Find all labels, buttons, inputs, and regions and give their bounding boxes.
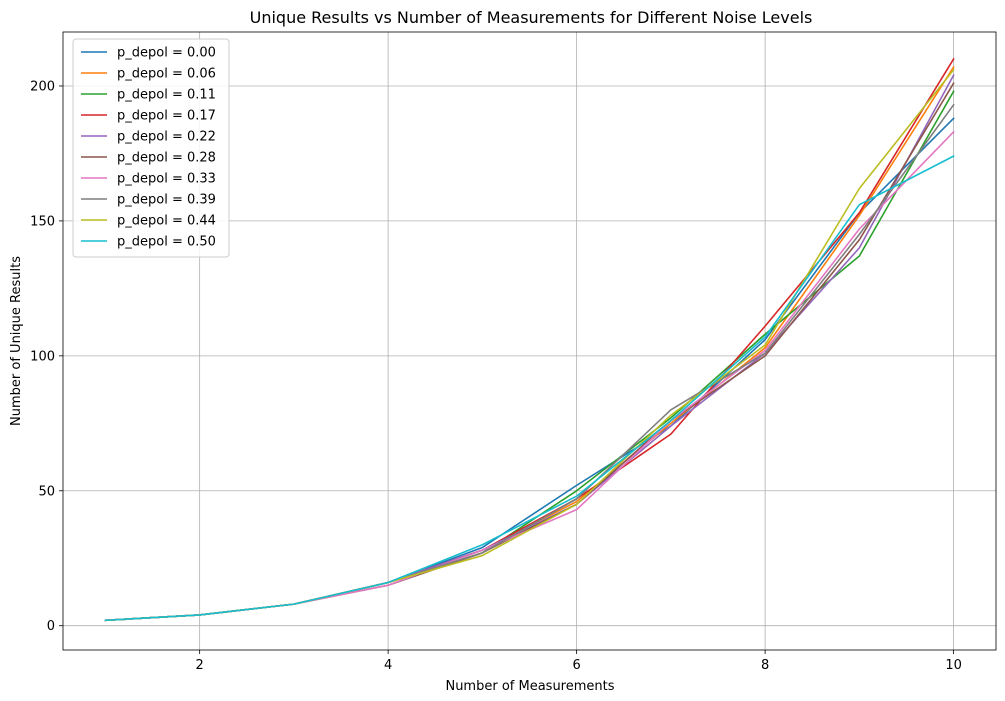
- legend-entry-label: p_depol = 0.11: [117, 88, 216, 103]
- legend-entry-label: p_depol = 0.06: [117, 67, 216, 82]
- y-tick-label: 150: [30, 214, 55, 229]
- x-axis-ticks: 2 4 6 8 10: [196, 650, 962, 673]
- series-line-3: [104, 57, 955, 622]
- legend-entry-label: p_depol = 0.44: [117, 214, 216, 229]
- x-tick-label: 4: [384, 658, 392, 673]
- y-tick-label: 50: [38, 484, 55, 499]
- y-tick-label: 100: [30, 349, 55, 364]
- series-line-5: [104, 82, 955, 622]
- series-line-0: [104, 117, 955, 622]
- plot-frame: [62, 31, 997, 651]
- x-tick-label: 6: [572, 658, 580, 673]
- legend-entry-label: p_depol = 0.39: [117, 193, 216, 208]
- x-axis-label: Number of Measurements: [445, 679, 614, 694]
- y-axis-label: Number of Unique Results: [9, 256, 24, 426]
- legend-entry-label: p_depol = 0.33: [117, 172, 216, 187]
- series-line-8: [104, 68, 955, 622]
- legend-entry-label: p_depol = 0.17: [117, 109, 216, 124]
- legend-entry-label: p_depol = 0.28: [117, 151, 216, 166]
- series-line-7: [104, 103, 955, 622]
- series-line-6: [104, 130, 955, 622]
- legend: p_depol = 0.00 p_depol = 0.06 p_depol = 0.…: [72, 38, 230, 258]
- legend-box: [72, 38, 230, 258]
- legend-entry-label: p_depol = 0.50: [117, 235, 216, 250]
- legend-entry-label: p_depol = 0.00: [117, 46, 216, 61]
- x-tick-label: 10: [945, 658, 962, 673]
- y-axis-ticks: 0 50 100 150 200: [30, 79, 63, 634]
- y-tick-label: 0: [47, 619, 55, 634]
- y-tick-label: 200: [30, 79, 55, 94]
- series-line-4: [104, 74, 955, 622]
- legend-entry-label: p_depol = 0.22: [117, 130, 216, 145]
- chart-title: Unique Results vs Number of Measurements…: [250, 8, 813, 27]
- series-lines: [104, 57, 955, 622]
- series-line-9: [104, 155, 955, 622]
- x-tick-label: 2: [196, 658, 204, 673]
- x-tick-label: 8: [761, 658, 769, 673]
- series-line-1: [104, 65, 955, 622]
